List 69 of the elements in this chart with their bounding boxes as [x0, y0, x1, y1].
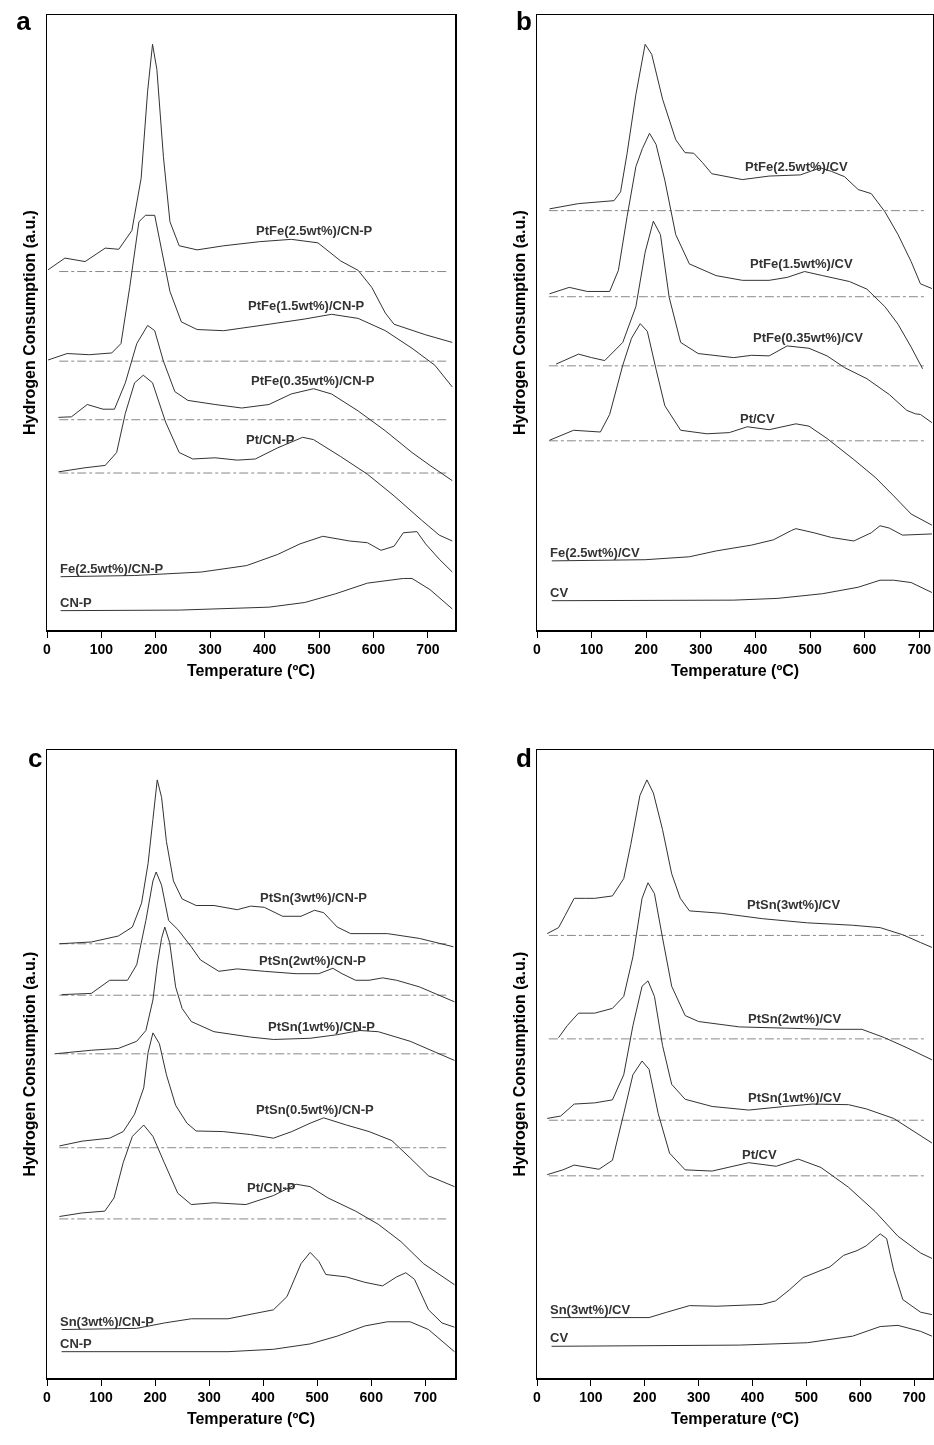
x-tick-label: 400 [252, 641, 277, 658]
x-axis-title: Temperature (ºC) [186, 661, 316, 679]
x-tick-label: 0 [533, 641, 542, 658]
series-label: CV [550, 1330, 569, 1345]
series-label: Pt/CN-P [247, 1180, 296, 1195]
x-tick-label: 700 [416, 641, 440, 658]
series-label: PtSn(1wt%)/CN-P [268, 1019, 376, 1034]
x-tick-label: 200 [633, 1389, 657, 1406]
series-label: PtSn(3wt%)/CV [747, 897, 841, 912]
x-tick-label: 700 [907, 641, 932, 658]
x-tick-label: 200 [143, 1389, 167, 1406]
x-tick-label: 0 [43, 641, 52, 658]
x-tick-label: 600 [848, 1389, 873, 1406]
series-label: PtSn(0.5wt%)/CN-P [256, 1102, 375, 1117]
series-label: CN-P [60, 1336, 93, 1351]
x-tick-label: 600 [359, 1389, 384, 1406]
series-label: PtFe(2.5wt%)/CV [745, 159, 848, 174]
x-axis-title: Temperature (ºC) [186, 1409, 316, 1427]
y-axis-title: Hydrogen Consumption (a.u.) [510, 210, 528, 435]
x-tick-label: 400 [743, 641, 768, 658]
y-axis-title: Hydrogen Consumption (a.u.) [510, 951, 528, 1177]
x-tick-label: 500 [305, 1389, 330, 1406]
x-tick-label: 0 [43, 1389, 52, 1406]
x-tick-label: 700 [413, 1389, 438, 1406]
series-label: Fe(2.5wt%)/CV [550, 545, 640, 560]
series-label: Sn(3wt%)/CV [550, 1302, 631, 1317]
chart-title: d [516, 743, 532, 774]
x-tick-label: 100 [579, 1389, 603, 1406]
series-label: PtFe(1.5wt%)/CV [750, 256, 853, 271]
x-tick-label: 500 [798, 641, 822, 658]
x-tick-label: 300 [689, 641, 713, 658]
x-tick-label: 600 [853, 641, 877, 658]
series-label: CN-P [60, 595, 93, 610]
series-label: Sn(3wt%)/CN-P [60, 1314, 155, 1329]
series-label: Pt/CN-P [246, 432, 295, 447]
series-label: Pt/CV [740, 411, 775, 426]
chart-title: c [28, 743, 43, 774]
chart-title: b [516, 6, 532, 37]
x-tick-label: 500 [307, 641, 331, 658]
x-tick-label: 400 [740, 1389, 765, 1406]
x-tick-label: 100 [89, 641, 114, 658]
x-axis-title: Temperature (ºC) [670, 661, 800, 679]
x-tick-label: 100 [89, 1389, 113, 1406]
series-label: Fe(2.5wt%)/CN-P [60, 561, 164, 576]
x-tick-label: 600 [361, 641, 386, 658]
series-label: CV [550, 585, 569, 600]
x-tick-label: 100 [579, 641, 604, 658]
series-label: PtFe(1.5wt%)/CN-P [248, 298, 365, 313]
y-axis-title: Hydrogen Consumption (a.u.) [20, 951, 38, 1177]
x-tick-label: 200 [144, 641, 168, 658]
series-label: PtSn(1wt%)/CV [748, 1090, 842, 1105]
x-tick-label: 400 [251, 1389, 276, 1406]
series-label: PtFe(2.5wt%)/CN-P [256, 223, 373, 238]
x-tick-label: 300 [197, 1389, 222, 1406]
x-tick-label: 700 [902, 1389, 927, 1406]
x-tick-label: 300 [198, 641, 223, 658]
y-axis-title: Hydrogen Consumption (a.u.) [20, 210, 38, 435]
x-tick-label: 300 [686, 1389, 711, 1406]
series-label: PtFe(0.35wt%)/CV [753, 330, 864, 345]
series-label: PtSn(3wt%)/CN-P [260, 890, 368, 905]
series-label: PtFe(0.35wt%)/CN-P [251, 373, 375, 388]
x-tick-label: 500 [794, 1389, 819, 1406]
x-axis-title: Temperature (ºC) [670, 1409, 800, 1427]
x-tick-label: 200 [634, 641, 659, 658]
series-label: PtSn(2wt%)/CN-P [259, 953, 367, 968]
series-label: Pt/CV [742, 1147, 777, 1162]
series-label: PtSn(2wt%)/CV [748, 1011, 842, 1026]
chart-title: a [16, 6, 32, 37]
x-tick-label: 0 [533, 1389, 542, 1406]
